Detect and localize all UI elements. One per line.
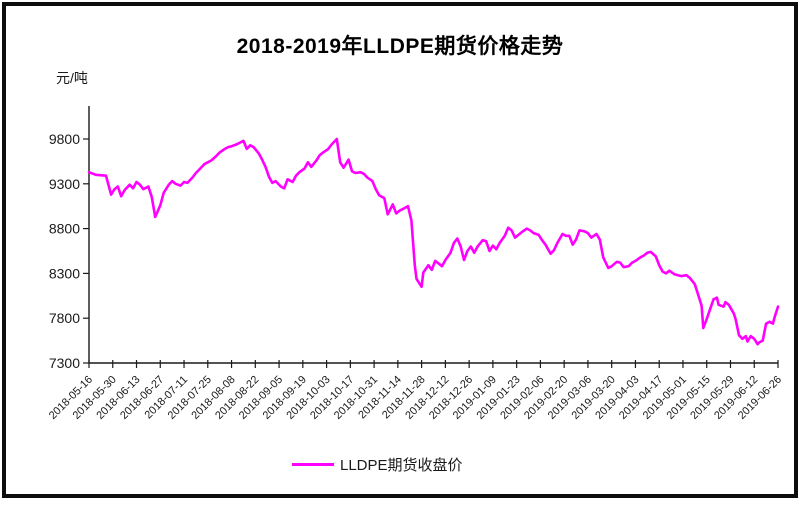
y-axis-unit-label: 元/吨: [56, 70, 88, 86]
y-tick-label: 7300: [49, 355, 80, 371]
chart-title: 2018-2019年LLDPE期货价格走势: [236, 35, 564, 58]
chart-frame: 2018-2019年LLDPE期货价格走势 元/吨 9800 9300 8800 83…: [2, 2, 798, 498]
legend-label: LLDPE期货收盘价: [340, 457, 463, 474]
y-tick-label: 8800: [49, 221, 80, 237]
y-tick-label: 9800: [49, 131, 80, 147]
y-tick-label: 7800: [49, 310, 80, 326]
y-tick-label: 9300: [49, 176, 80, 192]
legend: LLDPE期货收盘价: [292, 454, 463, 475]
price-line-series: [87, 137, 780, 346]
price-line-chart: 9800930088008300780073002018-05-162018-0…: [47, 106, 784, 422]
legend-line-swatch: [292, 463, 334, 466]
y-tick-label: 8300: [49, 265, 80, 281]
